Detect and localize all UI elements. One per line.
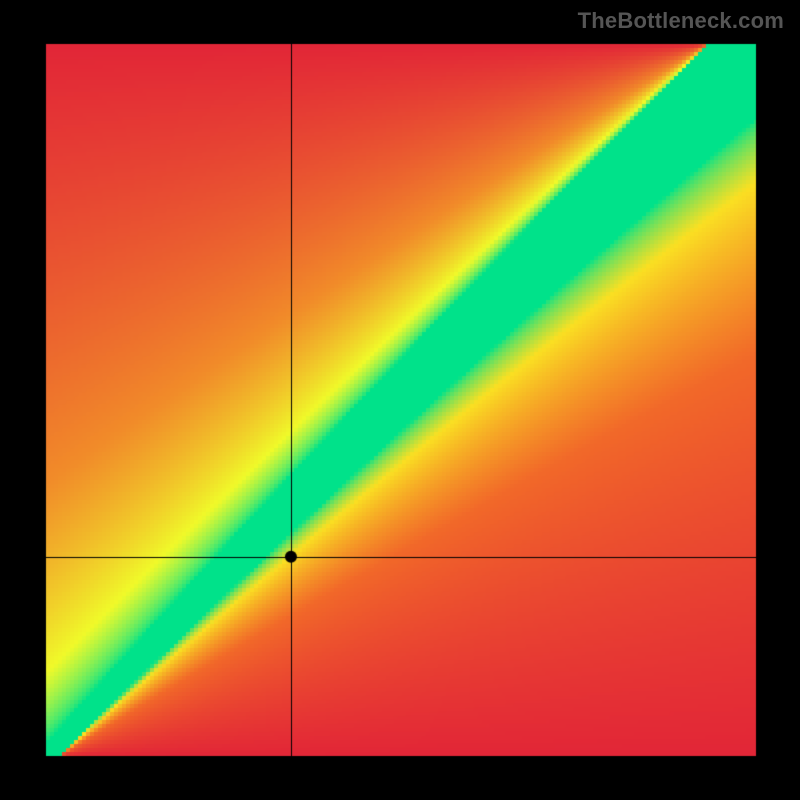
watermark-text: TheBottleneck.com — [578, 8, 784, 34]
bottleneck-heatmap — [0, 0, 800, 800]
chart-container: TheBottleneck.com — [0, 0, 800, 800]
